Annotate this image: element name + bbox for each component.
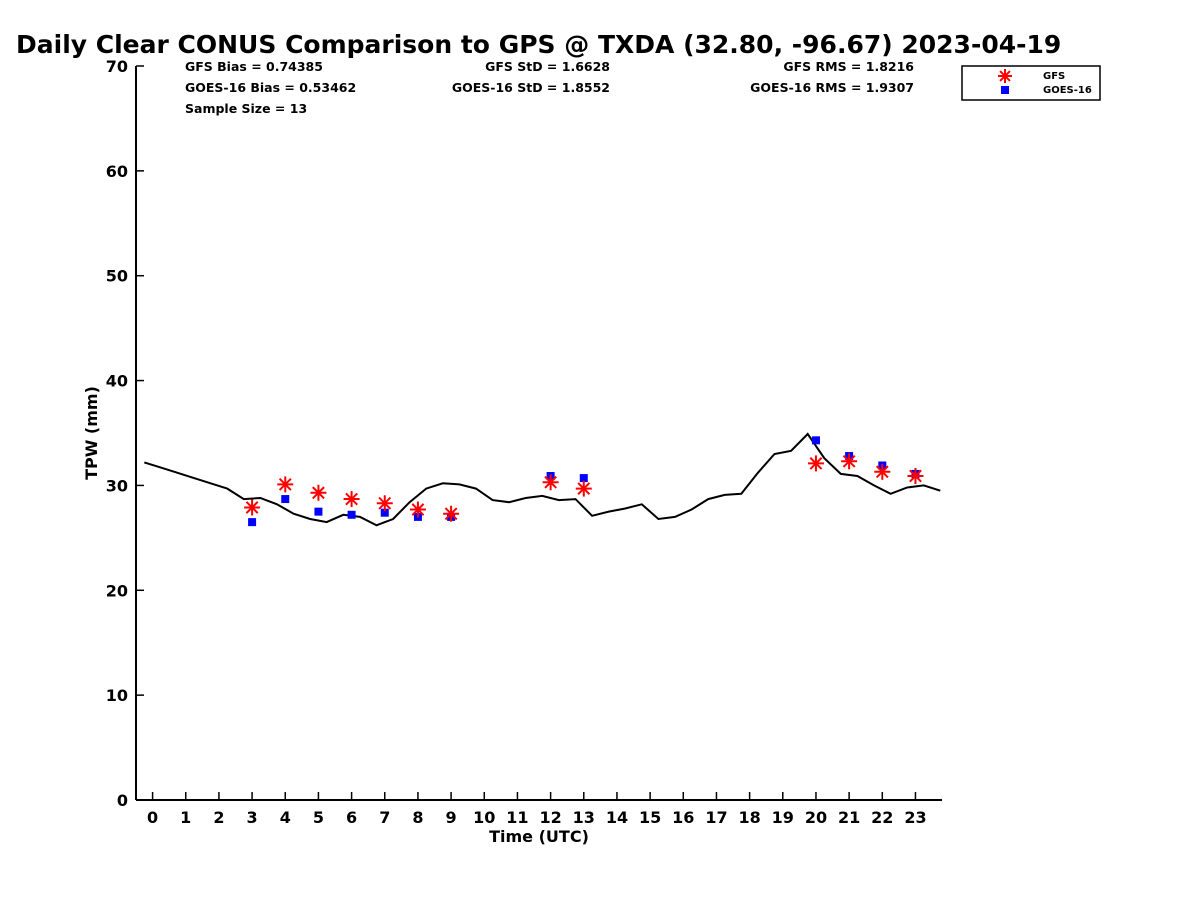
goes-bias-text: GOES-16 Bias = 0.53462 (185, 80, 356, 95)
x-tick-label-17: 17 (705, 808, 727, 827)
y-tick-label-20: 20 (106, 581, 128, 600)
goes-16-point-8 (579, 474, 588, 483)
goes-16-point-9 (811, 436, 820, 445)
gfs-point-2 (310, 484, 327, 501)
y-ticks: 0 10 20 30 40 50 60 70 (106, 57, 144, 810)
gfs-point-9 (807, 455, 824, 472)
x-ticks: 0 1 2 3 4 5 6 7 8 9 10 11 12 13 14 15 16 17 18 19 20 21 22 23 (147, 792, 927, 827)
x-tick-label-2: 2 (213, 808, 224, 827)
x-tick-label-10: 10 (473, 808, 495, 827)
goes-16-point-4 (380, 508, 389, 517)
chart-title: Daily Clear CONUS Comparison to GPS @ TX… (16, 30, 1062, 59)
y-tick-label-50: 50 (106, 267, 128, 286)
x-tick-label-8: 8 (412, 808, 423, 827)
x-axis-label: Time (UTC) (489, 827, 589, 846)
gfs-point-3 (343, 491, 360, 508)
legend-goes-label: GOES-16 (1043, 85, 1092, 96)
y-tick-label-70: 70 (106, 57, 128, 76)
x-tick-label-16: 16 (672, 808, 694, 827)
gfs-point-7 (542, 474, 559, 491)
x-tick-label-1: 1 (180, 808, 191, 827)
x-tick-label-5: 5 (313, 808, 324, 827)
x-tick-label-23: 23 (904, 808, 926, 827)
x-tick-label-4: 4 (280, 808, 291, 827)
x-tick-label-7: 7 (379, 808, 390, 827)
gfs-std-text: GFS StD = 1.6628 (485, 59, 610, 74)
x-tick-label-20: 20 (805, 808, 827, 827)
goes-16-point-3 (347, 510, 356, 519)
y-tick-label-10: 10 (106, 686, 128, 705)
gfs-point-0 (244, 499, 261, 516)
x-tick-label-12: 12 (539, 808, 561, 827)
legend-goes-marker (1001, 86, 1009, 94)
x-tick-label-14: 14 (606, 808, 628, 827)
x-tick-label-21: 21 (838, 808, 860, 827)
legend-gfs-label: GFS (1043, 71, 1065, 82)
x-tick-label-9: 9 (446, 808, 457, 827)
goes-std-text: GOES-16 StD = 1.8552 (452, 80, 610, 95)
x-tick-label-0: 0 (147, 808, 158, 827)
x-tick-label-22: 22 (871, 808, 893, 827)
y-tick-label-0: 0 (117, 791, 128, 810)
x-tick-label-3: 3 (247, 808, 258, 827)
x-tick-label-19: 19 (772, 808, 794, 827)
goes-16-point-1 (281, 495, 290, 504)
x-tick-label-15: 15 (639, 808, 661, 827)
x-tick-label-11: 11 (506, 808, 528, 827)
sample-size-text: Sample Size = 13 (185, 101, 307, 116)
gps-series-line (144, 432, 941, 527)
gfs-point-6 (443, 505, 460, 522)
x-tick-label-18: 18 (738, 808, 760, 827)
legend: GFS GOES-16 (961, 65, 1101, 101)
gfs-bias-text: GFS Bias = 0.74385 (185, 59, 323, 74)
series-layer (144, 432, 941, 527)
y-tick-label-30: 30 (106, 476, 128, 495)
goes-16-point-0 (248, 518, 257, 527)
gfs-point-5 (409, 501, 426, 518)
legend-box (961, 65, 1101, 101)
gfs-rms-text: GFS RMS = 1.8216 (783, 59, 914, 74)
x-tick-label-6: 6 (346, 808, 357, 827)
x-tick-label-13: 13 (573, 808, 595, 827)
y-tick-label-40: 40 (106, 372, 128, 391)
gfs-point-11 (874, 463, 891, 480)
gfs-point-1 (277, 476, 294, 493)
goes-16-point-2 (314, 507, 323, 516)
gfs-point-12 (907, 467, 924, 484)
gfs-point-8 (575, 480, 592, 497)
legend-gfs-asterisk (998, 69, 1012, 83)
legend-gfs-marker (998, 69, 1012, 83)
y-axis-label: TPW (mm) (82, 386, 101, 480)
goes-rms-text: GOES-16 RMS = 1.9307 (750, 80, 914, 95)
y-tick-label-60: 60 (106, 162, 128, 181)
gfs-point-10 (841, 453, 858, 470)
gfs-point-4 (376, 495, 393, 512)
